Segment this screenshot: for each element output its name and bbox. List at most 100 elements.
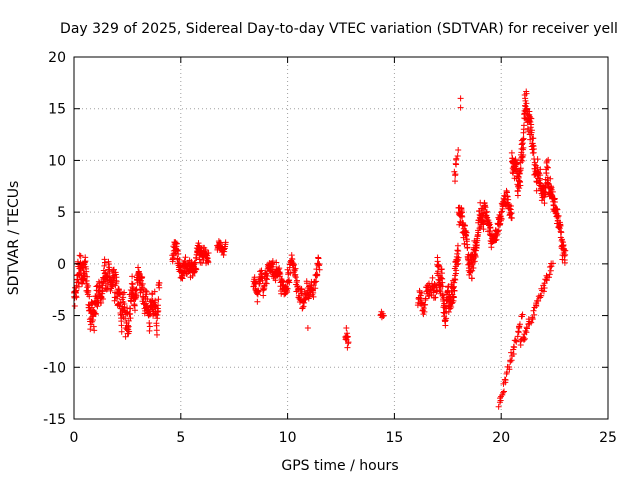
data-point (495, 227, 502, 234)
data-point (279, 277, 286, 284)
data-point (451, 279, 458, 286)
data-point (133, 292, 140, 299)
data-point (470, 259, 477, 266)
data-point (559, 236, 566, 243)
data-point (507, 202, 514, 209)
data-point (277, 271, 284, 278)
data-point (555, 212, 562, 219)
data-point (553, 205, 560, 212)
data-point (127, 315, 134, 322)
data-point (443, 315, 450, 322)
data-point (153, 331, 160, 338)
data-point (451, 287, 458, 294)
data-point (269, 258, 276, 265)
x-tick-label: 25 (599, 430, 617, 446)
data-point (531, 159, 538, 166)
data-point (497, 220, 504, 227)
data-point (452, 276, 459, 283)
data-point (483, 208, 490, 215)
data-point (562, 247, 569, 254)
data-point (520, 152, 527, 159)
data-point (548, 263, 555, 270)
data-point (457, 95, 464, 102)
data-point (255, 288, 262, 295)
data-point (310, 293, 317, 300)
data-point (523, 100, 530, 107)
data-point (344, 344, 351, 351)
data-point (101, 262, 108, 269)
data-point (101, 259, 108, 266)
data-point (104, 286, 111, 293)
data-point (86, 293, 93, 300)
y-tick-label: 5 (57, 205, 66, 221)
y-tick-label: 20 (48, 50, 66, 66)
data-point (454, 261, 461, 268)
data-point (136, 270, 143, 277)
data-point (517, 165, 524, 172)
data-points (71, 88, 569, 410)
data-point (434, 258, 441, 265)
data-point (522, 97, 529, 104)
data-point (191, 269, 198, 276)
data-point (84, 273, 91, 280)
data-point (505, 196, 512, 203)
data-point (508, 215, 515, 222)
data-point (437, 274, 444, 281)
data-point (526, 108, 533, 115)
data-point (521, 335, 528, 342)
data-point (531, 311, 538, 318)
data-point (516, 321, 523, 328)
data-point (513, 338, 520, 345)
data-point (438, 270, 445, 277)
data-point (558, 229, 565, 236)
data-point (550, 202, 557, 209)
data-point (514, 160, 521, 167)
data-point (99, 288, 106, 295)
data-point (454, 242, 461, 249)
data-point (448, 304, 455, 311)
data-point (113, 278, 120, 285)
data-point (146, 320, 153, 327)
data-point (155, 296, 162, 303)
y-tick-label: -10 (43, 360, 66, 376)
data-point (498, 209, 505, 216)
data-point (537, 180, 544, 187)
data-point (380, 312, 387, 319)
x-tick-label: 10 (279, 430, 297, 446)
data-point (455, 260, 462, 267)
data-point (544, 164, 551, 171)
data-point (135, 264, 142, 271)
data-point (511, 344, 518, 351)
data-point (116, 302, 123, 309)
data-point (455, 247, 462, 254)
data-point (502, 376, 509, 383)
data-point (146, 323, 153, 330)
data-point (547, 267, 554, 274)
data-point (118, 328, 125, 335)
data-point (179, 275, 186, 282)
data-point (121, 289, 128, 296)
data-point (528, 121, 535, 128)
data-point (117, 291, 124, 298)
data-point (144, 296, 151, 303)
data-point (85, 287, 92, 294)
data-point (551, 198, 558, 205)
data-point (515, 328, 522, 335)
data-point (294, 277, 301, 284)
data-point (461, 222, 468, 229)
data-point (270, 263, 277, 270)
data-point (454, 153, 461, 160)
data-point (257, 268, 264, 275)
data-point (506, 205, 513, 212)
data-point (545, 156, 552, 163)
data-point (155, 308, 162, 315)
data-point (126, 328, 133, 335)
data-point (71, 303, 78, 310)
x-axis-label: GPS time / hours (281, 458, 398, 474)
data-point (290, 262, 297, 269)
data-point (193, 266, 200, 273)
data-point (516, 185, 523, 192)
y-tick-label: -5 (52, 309, 66, 325)
data-point (543, 170, 550, 177)
data-point (91, 327, 98, 334)
